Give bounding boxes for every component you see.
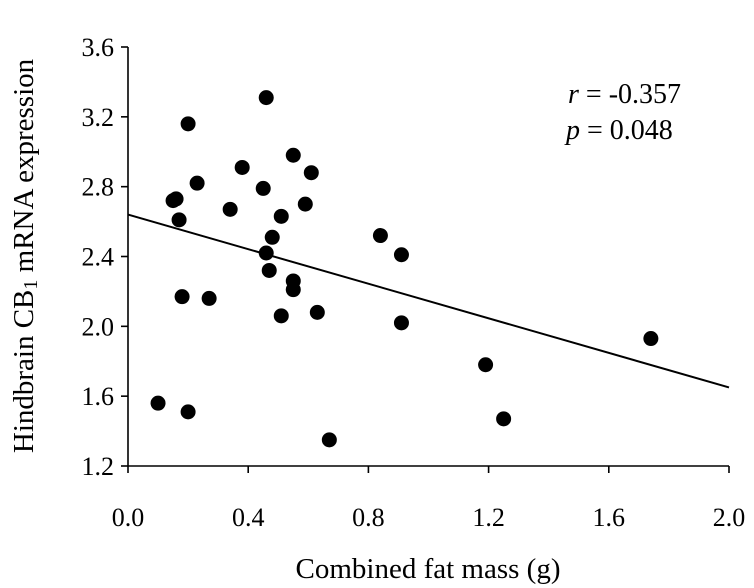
x-tick-label: 2.0 (713, 503, 746, 532)
p-value-annotation: p = 0.048 (564, 115, 673, 146)
x-ticks: 0.0 0.4 0.8 1.2 1.6 2.0 (112, 466, 746, 532)
data-point (234, 159, 250, 175)
r-symbol: r (568, 79, 579, 110)
p-symbol: p (564, 115, 580, 146)
y-axis-label-prefix: Hindbrain CB (8, 290, 40, 454)
r-value: = -0.357 (579, 79, 681, 110)
data-point (643, 331, 659, 347)
data-point (393, 315, 409, 331)
data-point (180, 404, 196, 420)
data-point (297, 196, 313, 212)
y-tick-label: 1.6 (82, 382, 115, 411)
data-point (273, 208, 289, 224)
y-axis-label-subscript: 1 (20, 280, 42, 290)
y-ticks: 1.2 1.6 2.0 2.4 2.8 3.2 3.6 (82, 33, 128, 481)
data-point (264, 229, 280, 245)
trendline-group (127, 213, 730, 389)
data-point (285, 147, 301, 163)
data-point (174, 289, 190, 305)
data-point (258, 245, 274, 261)
y-tick-label: 3.6 (82, 33, 115, 62)
data-point (478, 357, 494, 373)
data-point (372, 228, 388, 244)
data-point (258, 90, 274, 106)
y-tick-label: 1.2 (82, 452, 115, 481)
data-point (171, 212, 187, 228)
y-tick-label: 2.4 (82, 243, 115, 272)
y-axis-label-suffix: mRNA expression (8, 58, 40, 279)
data-point (261, 262, 277, 278)
data-point (309, 304, 325, 320)
y-axis-label: Hindbrain CB1 mRNA expression (8, 58, 42, 453)
x-axis-label: Combined fat mass (g) (296, 553, 561, 585)
data-point (180, 116, 196, 132)
data-point (150, 395, 166, 411)
r-value-annotation: r = -0.357 (568, 79, 681, 110)
trendline (127, 213, 730, 389)
data-point (189, 175, 205, 191)
data-point (321, 432, 337, 448)
x-tick-label: 0.0 (112, 503, 145, 532)
data-points (150, 90, 659, 448)
y-tick-label: 2.0 (82, 312, 115, 341)
x-tick-label: 1.6 (593, 503, 626, 532)
data-point (273, 308, 289, 324)
x-tick-label: 1.2 (472, 503, 505, 532)
y-tick-label: 3.2 (82, 103, 115, 132)
data-point (201, 290, 217, 306)
p-value: = 0.048 (580, 115, 673, 146)
data-point (168, 191, 184, 207)
data-point (255, 180, 271, 196)
data-point (285, 282, 301, 298)
data-point (222, 201, 238, 217)
data-point (496, 411, 512, 427)
x-tick-label: 0.4 (232, 503, 265, 532)
y-tick-label: 2.8 (82, 173, 115, 202)
data-point (393, 247, 409, 263)
data-point (303, 165, 319, 181)
x-tick-label: 0.8 (352, 503, 385, 532)
